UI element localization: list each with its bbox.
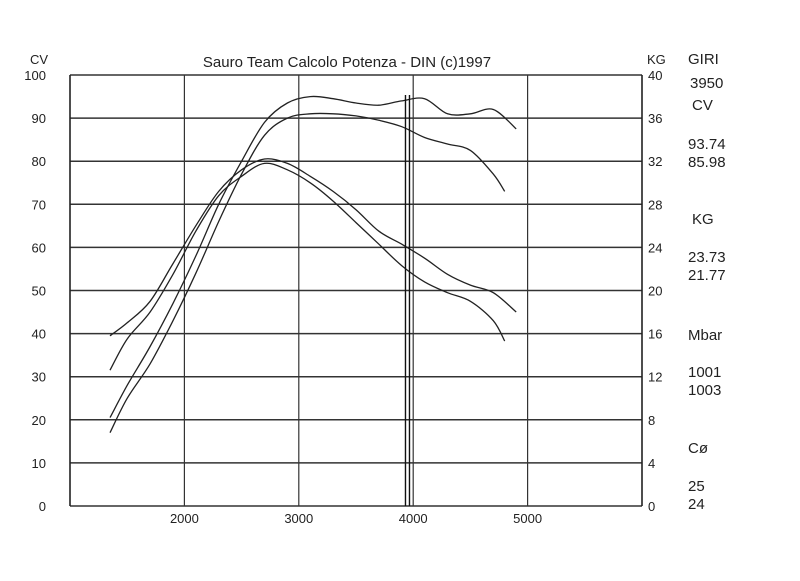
y-left-tick-8: 80 bbox=[32, 154, 46, 169]
y-left-tick-7: 70 bbox=[32, 197, 46, 212]
giri-value: 3950 bbox=[690, 75, 723, 92]
x-tick-2: 4000 bbox=[399, 511, 428, 526]
kg-value-2: 21.77 bbox=[688, 267, 726, 284]
y-left-tick-0: 0 bbox=[39, 499, 46, 514]
y-right-tick-2: 8 bbox=[648, 413, 655, 428]
kg-label: KG bbox=[692, 211, 714, 228]
cv-value-2: 85.98 bbox=[688, 154, 726, 171]
y-right-tick-5: 20 bbox=[648, 284, 662, 299]
y-right-tick-8: 32 bbox=[648, 154, 662, 169]
mbar-value-1: 1001 bbox=[688, 364, 721, 381]
temperature-value-1: 25 bbox=[688, 478, 705, 495]
y-left-tick-3: 30 bbox=[32, 370, 46, 385]
y-left-tick-9: 90 bbox=[32, 111, 46, 126]
y-right-tick-10: 40 bbox=[648, 68, 662, 83]
mbar-label: Mbar bbox=[688, 327, 722, 344]
x-tick-1: 3000 bbox=[284, 511, 313, 526]
rpm-cursor bbox=[404, 95, 411, 506]
temperature-value-2: 24 bbox=[688, 496, 705, 513]
y-left-tick-10: 100 bbox=[24, 68, 46, 83]
y-left-tick-5: 50 bbox=[32, 284, 46, 299]
y-right-tick-3: 12 bbox=[648, 370, 662, 385]
chart-grid bbox=[70, 74, 642, 507]
y-right-tick-9: 36 bbox=[648, 111, 662, 126]
series-line-1 bbox=[109, 112, 506, 433]
series-line-2 bbox=[109, 158, 517, 337]
y-left-tick-1: 10 bbox=[32, 456, 46, 471]
x-tick-3: 5000 bbox=[513, 511, 542, 526]
series-line-3 bbox=[109, 162, 506, 371]
y-left-tick-4: 40 bbox=[32, 327, 46, 342]
left-axis-unit: CV bbox=[30, 52, 48, 67]
y-right-tick-1: 4 bbox=[648, 456, 655, 471]
chart-series bbox=[109, 95, 517, 433]
series-line-0 bbox=[109, 95, 517, 418]
y-right-tick-7: 28 bbox=[648, 197, 662, 212]
plot-frame bbox=[69, 75, 643, 506]
tick-labels: 0 10 20 30 40 50 60 70 80 90 100 0 4 8 12 16 20 24 28 32 36 4… bbox=[24, 68, 662, 526]
kg-value-1: 23.73 bbox=[688, 249, 726, 266]
right-axis-unit: KG bbox=[647, 52, 666, 67]
cv-label: CV bbox=[692, 97, 713, 114]
y-left-tick-2: 20 bbox=[32, 413, 46, 428]
giri-label: GIRI bbox=[688, 51, 719, 68]
chart-title: Sauro Team Calcolo Potenza - DIN (c)1997 bbox=[203, 54, 491, 71]
y-right-tick-4: 16 bbox=[648, 327, 662, 342]
y-right-tick-6: 24 bbox=[648, 240, 662, 255]
cv-value-1: 93.74 bbox=[688, 136, 726, 153]
temperature-label: Cø bbox=[688, 440, 708, 457]
y-right-tick-0: 0 bbox=[648, 499, 655, 514]
mbar-value-2: 1003 bbox=[688, 382, 721, 399]
side-panel: GIRI 3950 CV 93.74 85.98 KG 23.73 21.77 … bbox=[688, 51, 726, 513]
y-left-tick-6: 60 bbox=[32, 240, 46, 255]
x-tick-0: 2000 bbox=[170, 511, 199, 526]
